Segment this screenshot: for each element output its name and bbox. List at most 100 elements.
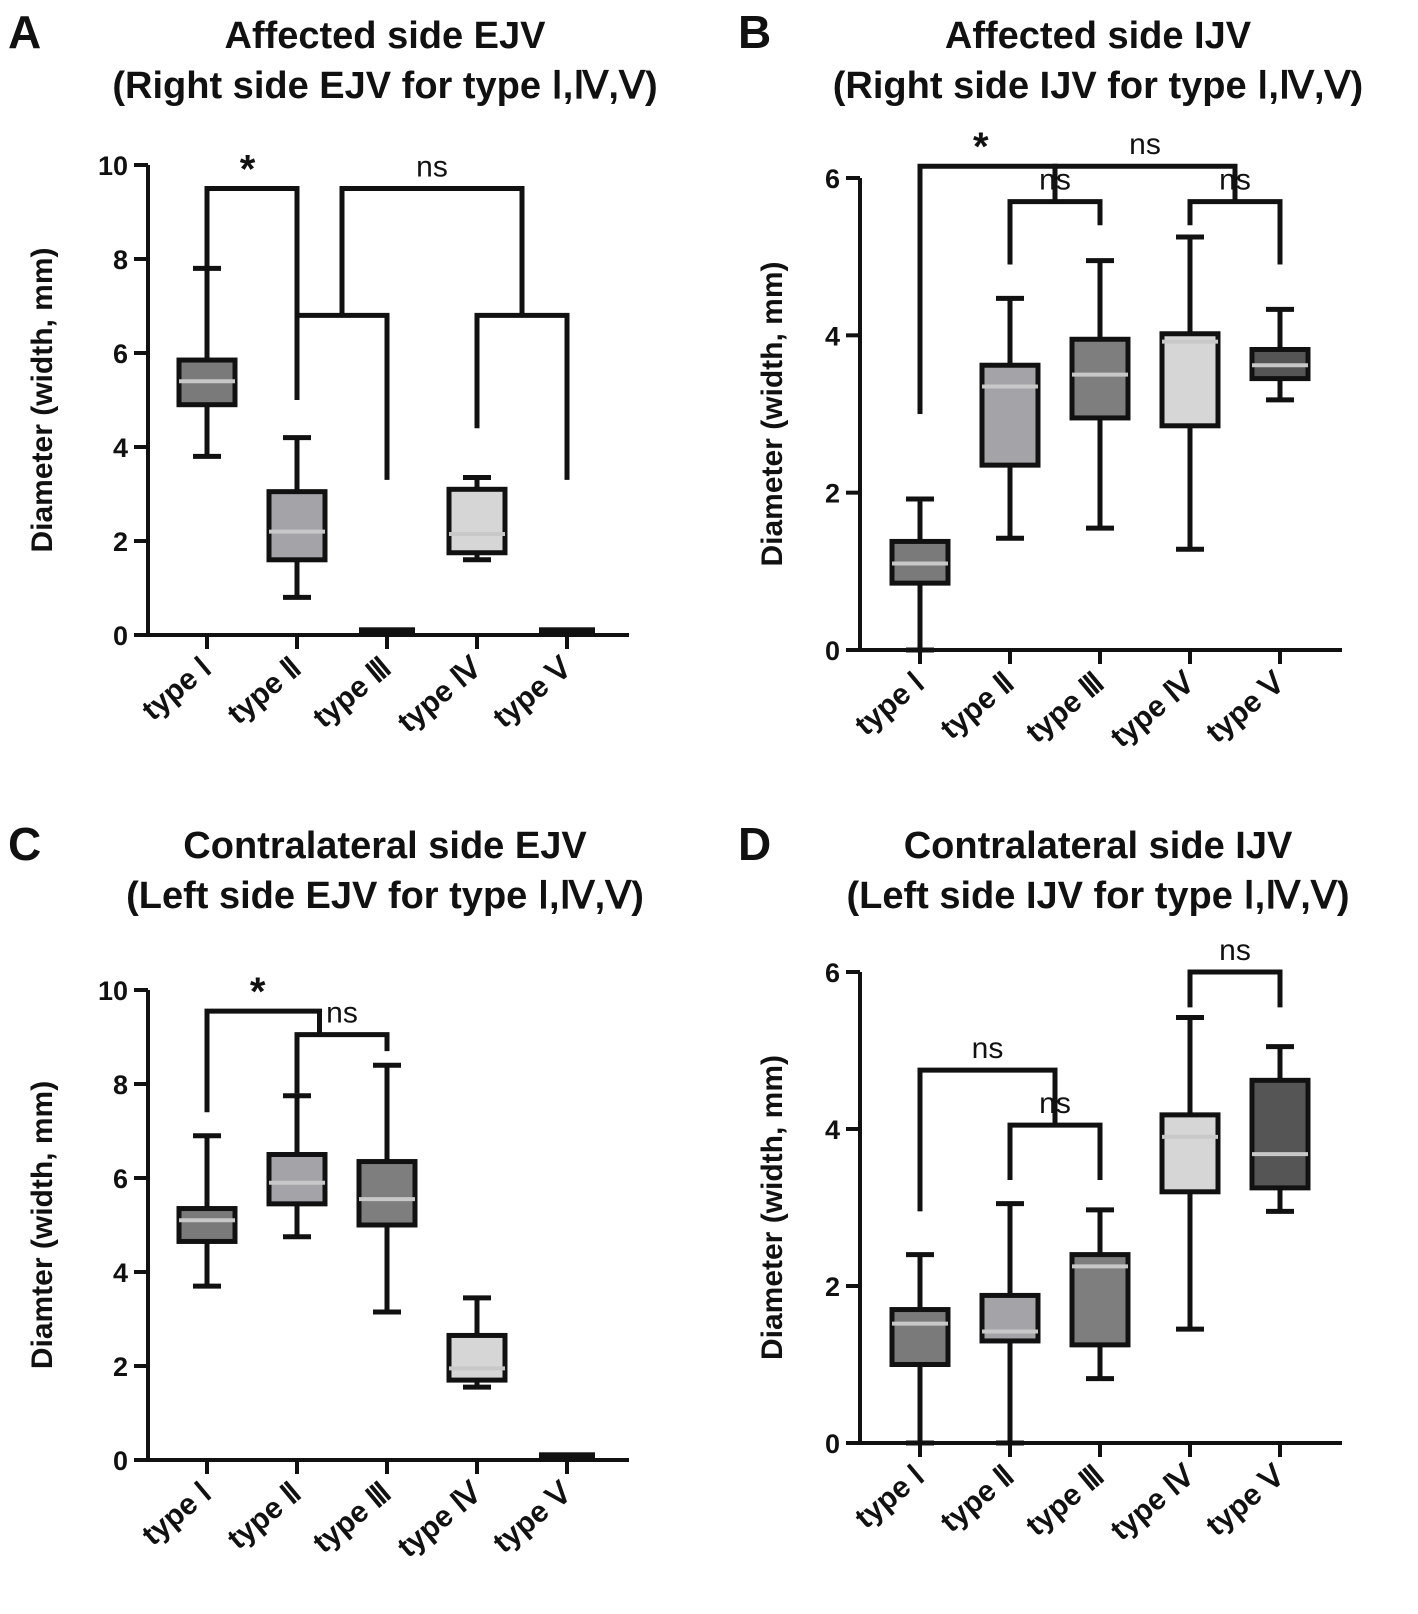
y-tick-label: 4: [113, 433, 128, 463]
x-category-label: type Ⅱ: [934, 1459, 1020, 1539]
y-tick-label: 10: [98, 151, 128, 181]
significance-ns: ns: [1219, 934, 1251, 967]
y-tick-label: 0: [113, 1446, 128, 1476]
box-iqr: [356, 1159, 418, 1228]
y-tick-label: 4: [825, 1115, 840, 1145]
y-tick-label: 2: [825, 1272, 840, 1302]
y-tick-label: 8: [113, 245, 128, 275]
box-3: [359, 627, 415, 634]
x-category-label: type Ⅴ: [487, 650, 579, 734]
box-2: [266, 435, 328, 600]
significance-bracket: ns: [1187, 934, 1283, 1008]
chart-title: Contralateral side IJV: [904, 825, 1293, 867]
y-axis-label: Diameter (width, mm): [26, 247, 59, 552]
significance-bracket: [294, 312, 390, 480]
y-tick-label: 4: [113, 1258, 128, 1288]
y-tick-label: 6: [113, 339, 128, 369]
x-category-label: type Ⅰ: [136, 651, 218, 727]
bracket-line: [1007, 199, 1103, 265]
y-tick-label: 4: [825, 321, 840, 351]
bracket-line: [339, 186, 525, 316]
x-category-label: type Ⅰ: [849, 666, 931, 742]
y-axis-label: Diameter (width, mm): [756, 261, 789, 566]
box-iqr: [266, 489, 328, 563]
y-tick-label: 8: [113, 1070, 128, 1100]
box-1: [889, 496, 951, 653]
box-iqr: [1069, 336, 1131, 421]
bracket-line: [204, 1008, 322, 1113]
box-4: [1159, 1015, 1221, 1332]
box-iqr: [1069, 1252, 1131, 1348]
significance-bracket: [474, 312, 570, 480]
y-tick-label: 10: [98, 976, 128, 1006]
box-iqr: [979, 1292, 1041, 1344]
x-category-label: type Ⅲ: [307, 651, 398, 735]
chart-subtitle: (Right side IJV for type Ⅰ,Ⅳ,Ⅴ): [833, 65, 1363, 107]
bracket-line: [1052, 163, 1238, 202]
panel-letter: C: [8, 818, 41, 870]
x-category-label: type Ⅲ: [1020, 666, 1111, 750]
panel-c: C Contralateral side EJV (Left side EJV fo…: [8, 818, 644, 1564]
panel-letter: D: [738, 818, 771, 870]
y-tick-label: 6: [825, 164, 840, 194]
box-4: [1159, 234, 1221, 552]
significance-ns: ns: [1039, 1087, 1071, 1120]
x-category-label: type Ⅰ: [849, 1459, 931, 1535]
y-tick-label: 2: [113, 527, 128, 557]
bracket-line: [1187, 969, 1283, 1008]
bracket-line: [204, 186, 300, 316]
panel-b: B Affected side IJV (Right side IJV for ty…: [738, 6, 1363, 754]
box-iqr: [889, 1307, 951, 1368]
bracket-line: [917, 1067, 1058, 1212]
x-category-label: type Ⅴ: [1200, 1458, 1292, 1542]
chart-subtitle: (Left side IJV for type Ⅰ,Ⅳ,Ⅴ): [847, 875, 1350, 917]
box-iqr: [1249, 1077, 1311, 1191]
box-iqr: [979, 362, 1041, 468]
chart-title: Affected side IJV: [945, 15, 1252, 57]
box-flat: [359, 627, 415, 634]
box-1: [889, 1252, 951, 1446]
significance-bracket: *: [204, 970, 322, 1113]
box-3: [1069, 1207, 1131, 1382]
significance-ns: ns: [1219, 164, 1251, 197]
chart-title: Affected side EJV: [225, 15, 547, 57]
box-1: [176, 1133, 238, 1289]
bracket-line: [294, 1032, 390, 1094]
bracket-line: [474, 312, 570, 480]
box-2: [979, 295, 1041, 541]
box-iqr: [176, 1206, 238, 1244]
box-3: [1069, 258, 1131, 531]
box-5: [1249, 1044, 1311, 1214]
x-category-label: type Ⅳ: [391, 650, 488, 739]
significance-ns: ns: [416, 151, 448, 184]
box-flat: [539, 627, 595, 634]
y-tick-label: 2: [825, 479, 840, 509]
y-tick-label: 6: [113, 1164, 128, 1194]
significance-bracket: ns: [1007, 1087, 1103, 1181]
x-category-label: type Ⅳ: [1104, 665, 1201, 754]
box-4: [446, 475, 508, 563]
significance-bracket: ns: [294, 997, 390, 1094]
box-5: [539, 1452, 595, 1459]
box-2: [266, 1093, 328, 1240]
box-iqr: [266, 1152, 328, 1207]
x-category-label: type Ⅱ: [221, 651, 307, 731]
bracket-line: [1187, 199, 1283, 265]
significance-star: *: [973, 125, 989, 169]
box-5: [1249, 306, 1311, 403]
box-iqr: [446, 1332, 508, 1383]
panel-d: D Contralateral side IJV (Left side IJV fo…: [738, 818, 1350, 1547]
x-category-label: type Ⅴ: [1200, 665, 1292, 749]
box-iqr: [1159, 1112, 1221, 1195]
panel-a: A Affected side EJV (Right side EJV for ty…: [8, 6, 658, 739]
chart-subtitle: (Left side EJV for type Ⅰ,Ⅳ,Ⅴ): [126, 875, 644, 917]
significance-bracket: ns: [1052, 128, 1238, 202]
y-tick-label: 6: [825, 958, 840, 988]
box-2: [979, 1201, 1041, 1446]
x-category-label: type Ⅳ: [1104, 1458, 1201, 1547]
x-category-label: type Ⅱ: [221, 1476, 307, 1556]
y-tick-label: 0: [825, 636, 840, 666]
chart-subtitle: (Right side EJV for type Ⅰ,Ⅳ,Ⅴ): [112, 65, 657, 107]
y-axis-label: Diameter (width, mm): [756, 1055, 789, 1360]
